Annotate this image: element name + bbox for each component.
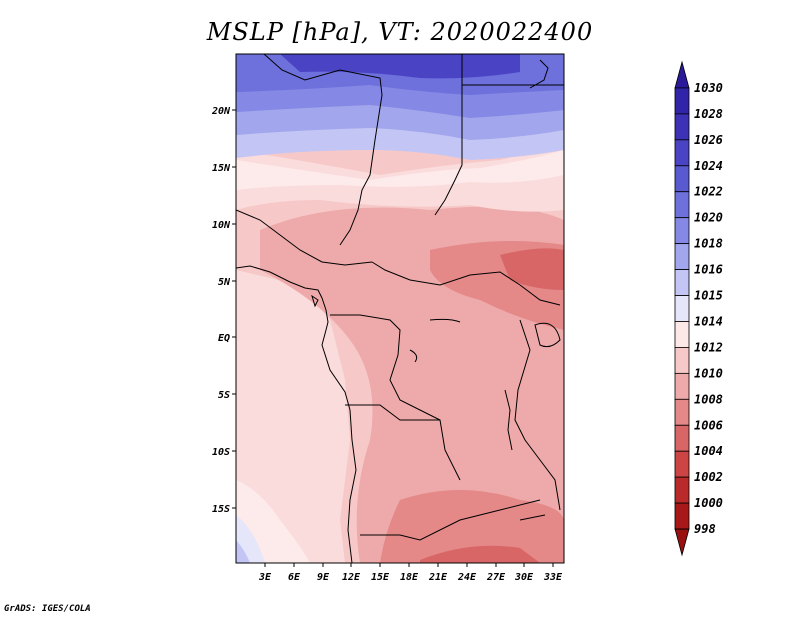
colorbar-top-arrow bbox=[674, 60, 690, 89]
lake-kariba bbox=[519, 514, 546, 521]
field-sw-1016 bbox=[236, 540, 250, 563]
lon-label: 18E bbox=[400, 572, 419, 583]
lat-label: 10S bbox=[212, 447, 230, 458]
border-ssudan-uganda bbox=[519, 284, 561, 306]
lon-label: 33E bbox=[543, 572, 563, 583]
colorbar-label: 1014 bbox=[694, 314, 723, 328]
colorbar-swatch bbox=[674, 476, 690, 504]
colorbar-label: 1008 bbox=[694, 392, 723, 406]
colorbar-label: 1028 bbox=[694, 107, 723, 121]
lat-label: 15N bbox=[212, 163, 231, 174]
colorbar-swatch bbox=[674, 372, 690, 400]
border-angola-drc bbox=[345, 404, 440, 421]
lat-label: 10N bbox=[212, 220, 231, 231]
river-congo-2 bbox=[409, 349, 418, 363]
colorbar-label: 1020 bbox=[694, 211, 723, 225]
colorbar-label: 1022 bbox=[694, 185, 723, 199]
lon-labels: 3E 6E 9E 12E 15E 18E 21E 24E 27E 30E 33E bbox=[258, 572, 563, 583]
colorbar-label: 1010 bbox=[694, 366, 723, 380]
field-atlantic-1012 bbox=[236, 270, 350, 563]
border-east-lakes bbox=[514, 319, 561, 511]
field-north-1024 bbox=[280, 54, 520, 79]
colorbar-swatch bbox=[674, 243, 690, 270]
colorbar-label: 1004 bbox=[694, 444, 723, 458]
lat-axis bbox=[232, 109, 236, 509]
lat-label: 5S bbox=[218, 390, 230, 401]
river-congo-1 bbox=[429, 318, 461, 323]
colorbar-label: 1030 bbox=[694, 81, 723, 95]
border-chad-sudan bbox=[434, 54, 463, 216]
map-frame bbox=[235, 53, 565, 564]
lon-label: 30E bbox=[514, 572, 534, 583]
border-niger-chad bbox=[263, 54, 383, 246]
colorbar-label: 1026 bbox=[694, 133, 723, 147]
colorbar-swatch bbox=[674, 165, 690, 193]
lon-label: 24E bbox=[457, 572, 477, 583]
field-south-1004 bbox=[420, 545, 540, 563]
field-south-1006 bbox=[380, 490, 564, 563]
lon-label: 12E bbox=[342, 572, 361, 583]
lake-victoria bbox=[534, 322, 561, 348]
lon-label: 15E bbox=[371, 572, 390, 583]
colorbar-swatch bbox=[674, 295, 690, 322]
border-nigeria-cameroon bbox=[236, 209, 373, 266]
field-sahel-1014 bbox=[236, 150, 564, 190]
field-east-1004 bbox=[500, 248, 564, 290]
colorbar-swatch bbox=[674, 87, 690, 115]
colorbar-swatch bbox=[674, 347, 690, 374]
grads-credit: GrADS: IGES/COLA bbox=[4, 604, 91, 614]
border-congo-drc bbox=[330, 314, 461, 481]
colorbar-bottom-arrow bbox=[674, 528, 690, 557]
colorbar-label: 1024 bbox=[694, 159, 723, 173]
lat-label: EQ bbox=[218, 333, 230, 344]
nile-delta bbox=[529, 59, 549, 89]
lon-label: 9E bbox=[317, 572, 330, 583]
colorbar-label: 1000 bbox=[694, 496, 723, 510]
coastlines bbox=[236, 54, 564, 563]
colorbar-label: 1002 bbox=[694, 470, 723, 484]
lat-label: 5N bbox=[218, 277, 231, 288]
colorbar-swatch bbox=[674, 424, 690, 452]
colorbar-label: 1006 bbox=[694, 418, 723, 432]
colorbar-swatch bbox=[674, 269, 690, 296]
border-car-congo bbox=[371, 261, 521, 286]
colorbar-label: 1012 bbox=[694, 340, 723, 354]
lat-labels: 20N 15N 10N 5N EQ 5S 10S 15S bbox=[211, 106, 231, 515]
colorbar-label: 1016 bbox=[694, 263, 723, 277]
colorbar-swatch bbox=[674, 450, 690, 478]
colorbar-swatch bbox=[674, 321, 690, 348]
colorbar-swatch bbox=[674, 139, 690, 167]
border-angola-zambia bbox=[360, 499, 541, 541]
lat-label: 20N bbox=[211, 106, 231, 117]
lon-label: 27E bbox=[486, 572, 506, 583]
colorbar-label: 998 bbox=[694, 522, 716, 536]
bioko-island bbox=[311, 294, 319, 308]
lon-axis bbox=[264, 563, 554, 567]
colorbar-swatch bbox=[674, 217, 690, 245]
lake-tanganyika bbox=[504, 389, 513, 451]
colorbar-label: 1015 bbox=[694, 289, 723, 303]
colorbar-swatch bbox=[674, 398, 690, 426]
lon-label: 21E bbox=[428, 572, 448, 583]
lon-label: 6E bbox=[288, 572, 301, 583]
west-coastline bbox=[236, 265, 357, 563]
lon-label: 3E bbox=[258, 572, 272, 583]
colorbar: 1030 1028 1026 1024 1022 1020 1018 1016 1015 1014… bbox=[674, 60, 723, 557]
colorbar-swatch bbox=[674, 502, 690, 530]
pressure-field bbox=[236, 54, 564, 563]
colorbar-label: 1018 bbox=[694, 237, 723, 251]
map-title: MSLP [hPa], VT: 2020022400 bbox=[206, 18, 594, 46]
lat-label: 15S bbox=[212, 504, 230, 515]
colorbar-swatch bbox=[674, 113, 690, 141]
colorbar-swatch bbox=[674, 191, 690, 219]
